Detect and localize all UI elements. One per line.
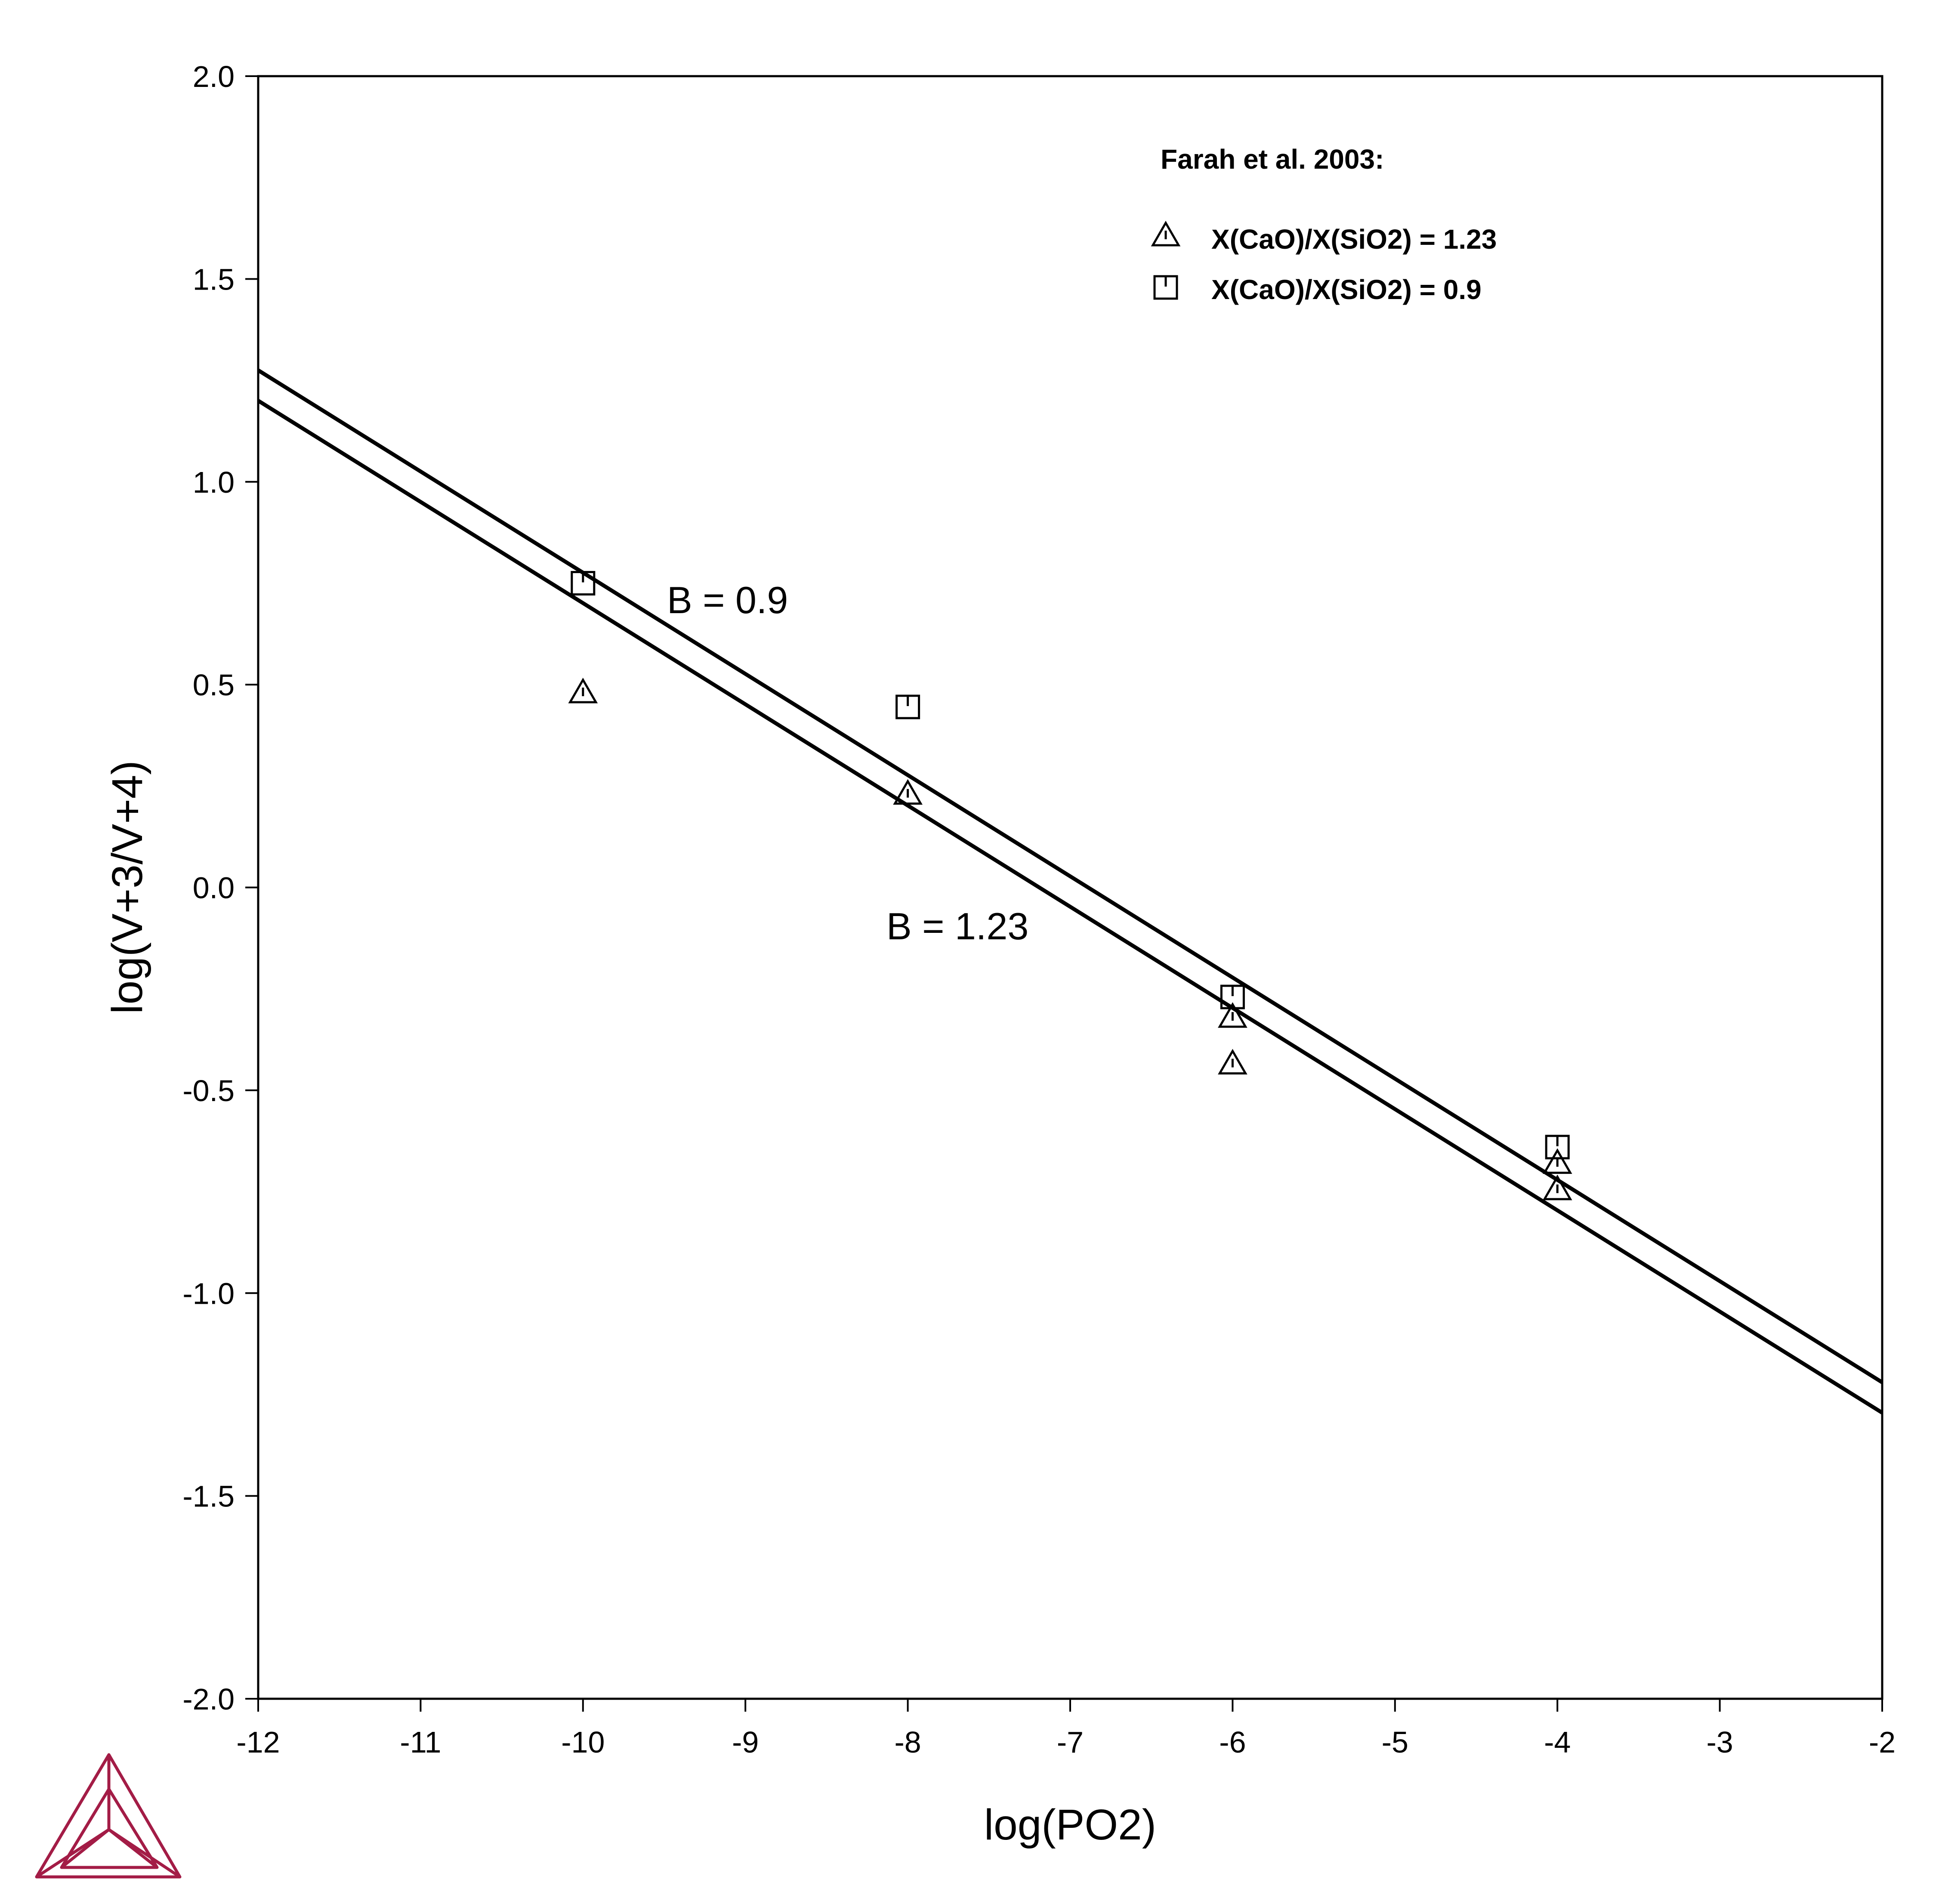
x-tick-label: -4 [1544,1725,1571,1759]
plot-frame [257,75,1883,1700]
x-tick-label: -8 [894,1725,921,1759]
legend: Farah et al. 2003: X(CaO)/X(SiO2) = 1.23… [1151,144,1497,305]
data-point-triangle [1542,1174,1572,1200]
x-tick-label: -6 [1219,1725,1246,1759]
x-tick-label: -11 [400,1725,441,1759]
model-line-b-1-23 [257,399,1883,1415]
model-line-b-0-9 [257,368,1883,1384]
legend-triangle-glyph [1151,220,1181,247]
legend-square-glyph [1153,275,1178,300]
data-point-triangle [1218,1002,1247,1028]
data-point-triangle [1218,1049,1247,1075]
y-tick-label: 0.5 [193,668,235,702]
y-tick-label: 1.0 [193,466,235,499]
legend-square-marker [1153,275,1178,300]
y-axis-title: log(V+3/V+4) [103,760,151,1014]
data-point-triangle [893,779,923,805]
x-tick-label: -2 [1869,1725,1896,1759]
y-tick-label: -1.5 [182,1480,235,1513]
x-tick-label: -12 [236,1725,280,1759]
y-tick-label: -1.0 [182,1277,235,1310]
legend-label-square: X(CaO)/X(SiO2) = 0.9 [1211,274,1482,305]
data-point-square [1220,984,1245,1009]
data-point-triangle [1542,1148,1572,1174]
curve-label-b-1-23: B = 1.23 [886,905,1028,947]
legend-label-triangle: X(CaO)/X(SiO2) = 1.23 [1211,224,1497,255]
triangle-marker-outline [1542,1174,1572,1200]
x-tick-label: -10 [561,1725,605,1759]
y-tick-label: 0.0 [193,871,235,905]
data-point-triangle [568,677,598,704]
data-point-square [1545,1135,1570,1160]
triangle-marker-outline [1218,1002,1247,1028]
curve-label-b-0-9: B = 0.9 [667,579,788,621]
triangle-marker-outline [1218,1049,1247,1075]
data-point-square [895,694,920,719]
data-markers [568,571,1572,1200]
y-tick-label: -2.0 [182,1682,235,1716]
x-tick-label: -7 [1057,1725,1084,1759]
legend-triangle-marker [1151,220,1181,247]
x-tick-label: -3 [1706,1725,1733,1759]
thermo-calc-logo [35,1753,182,1879]
y-tick-label: 1.5 [193,262,235,296]
triangle-marker-outline [1151,220,1181,247]
legend-title: Farah et al. 2003: [1161,144,1384,175]
y-axis-ticks: -2.0 -1.5 -1.0 -0.5 0.0 0.5 1.0 1.5 2.0 [182,60,258,1716]
triangle-marker-outline [893,779,923,805]
x-axis-ticks: -12 -11 -10 -9 -8 -7 -6 -5 -4 -3 -2 [236,1699,1896,1759]
triangle-marker-outline [1542,1148,1572,1174]
triangle-marker-outline [568,677,598,704]
x-tick-label: -5 [1382,1725,1408,1759]
model-lines [257,368,1883,1415]
data-point-square [571,571,596,596]
y-tick-label: -0.5 [182,1074,235,1108]
y-tick-label: 2.0 [193,60,235,93]
x-axis-title: log(PO2) [984,1801,1156,1849]
x-tick-label: -9 [732,1725,759,1759]
